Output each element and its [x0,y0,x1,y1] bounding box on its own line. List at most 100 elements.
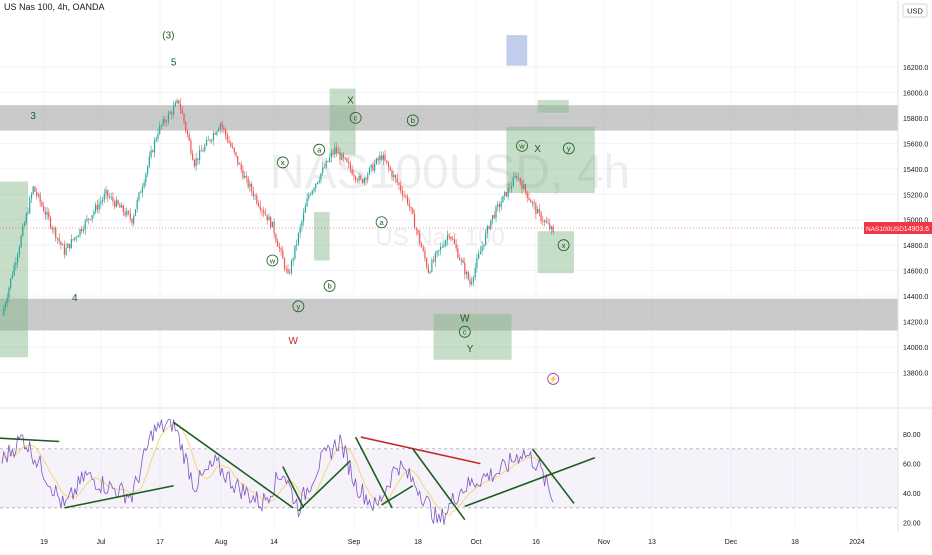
candle-body [65,247,67,255]
axes: 16200.0 16000.0 15800.0 15600.0 15400.0 15200… [40,65,928,546]
candle-body [349,163,351,170]
candle-body [372,164,374,171]
candle-body [238,163,241,165]
wave-label: y [297,302,301,311]
candle-body [469,279,471,285]
candles[interactable] [3,97,554,316]
candle-body [228,140,230,143]
candle-body [474,267,476,278]
candle-body [263,210,265,214]
candle-body [155,138,157,141]
rsi-y-tick-label: 60.00 [903,462,921,469]
candle-body [547,222,549,224]
candle-body [303,212,305,222]
candle-body [457,248,459,258]
candle-body [230,142,232,147]
candle-body [169,112,171,114]
candle-body [49,217,52,228]
candle-body [374,163,376,171]
candle-body [91,215,93,220]
candle-body [528,197,530,200]
candle-body [344,157,346,159]
wave-label: 3 [30,111,36,122]
candle-body [448,235,450,237]
candle-body [370,164,372,168]
candle-body [424,250,426,259]
candle-body [86,218,88,221]
wave-label-circle [266,254,279,267]
candle-body [79,228,81,236]
candle-body [427,267,429,273]
candle-body [521,182,523,190]
candle-body [174,102,176,107]
candle-body [43,206,45,212]
candle-body [223,127,225,130]
y-tick-label: 14600.0 [903,269,928,276]
candle-body [231,146,234,148]
y-tick-label: 13800.0 [903,371,928,378]
candle-body [356,179,358,181]
candle-body [205,140,208,146]
candle-body [133,216,135,224]
candle-body [342,153,345,158]
candle-body [36,191,38,196]
candle-body [334,147,336,154]
candle-body [542,220,544,222]
candle-body [415,228,417,231]
candle-body [119,204,121,208]
candle-body [199,150,201,161]
candle-body [185,122,187,131]
candle-body [77,235,79,238]
x-tick-label: 18 [791,539,799,546]
rsi-trendline [360,436,481,465]
candle-body [419,233,421,244]
candle-body [526,191,528,198]
candle-body [315,183,317,189]
candle-body [375,158,377,164]
candle-body [157,133,159,139]
wave-label-circle [292,300,305,313]
zone-green [537,231,574,274]
rsi-trendline [354,436,393,509]
candle-body [290,260,293,274]
candle-body [107,189,109,197]
candle-body [408,203,410,207]
wave-label: w [269,256,276,265]
candle-body [439,246,442,251]
candle-body [186,130,189,135]
wave-label: b [328,282,332,291]
candle-body [249,183,251,187]
candle-body [192,153,194,161]
candle-body [166,121,168,123]
candle-body [70,239,72,249]
candle-body [519,177,521,183]
wave-label-circle [557,239,570,252]
candle-body [517,177,520,179]
candle-body [306,198,308,207]
candle-body [134,209,137,217]
candle-body [543,220,546,222]
candle-body [512,177,514,187]
candle-body [195,158,197,167]
candle-body [159,125,161,134]
wave-label: 5 [171,57,177,68]
rsi-line [1,418,554,525]
zone-green [506,126,595,193]
candle-body [197,158,199,161]
currency-box[interactable] [902,3,928,18]
x-tick-label: 19 [40,539,48,546]
zone-gray [0,105,898,131]
candle-body [329,157,331,162]
candle-body [485,233,487,245]
candle-body [53,228,55,230]
rsi-pane[interactable] [0,418,898,525]
wave-label: a [317,146,322,155]
candle-body [23,222,26,227]
y-tick-label: 15600.0 [903,141,928,148]
x-tick-label: 18 [414,539,422,546]
candle-body [389,167,391,171]
candle-body [453,239,455,244]
candle-body [393,175,395,178]
